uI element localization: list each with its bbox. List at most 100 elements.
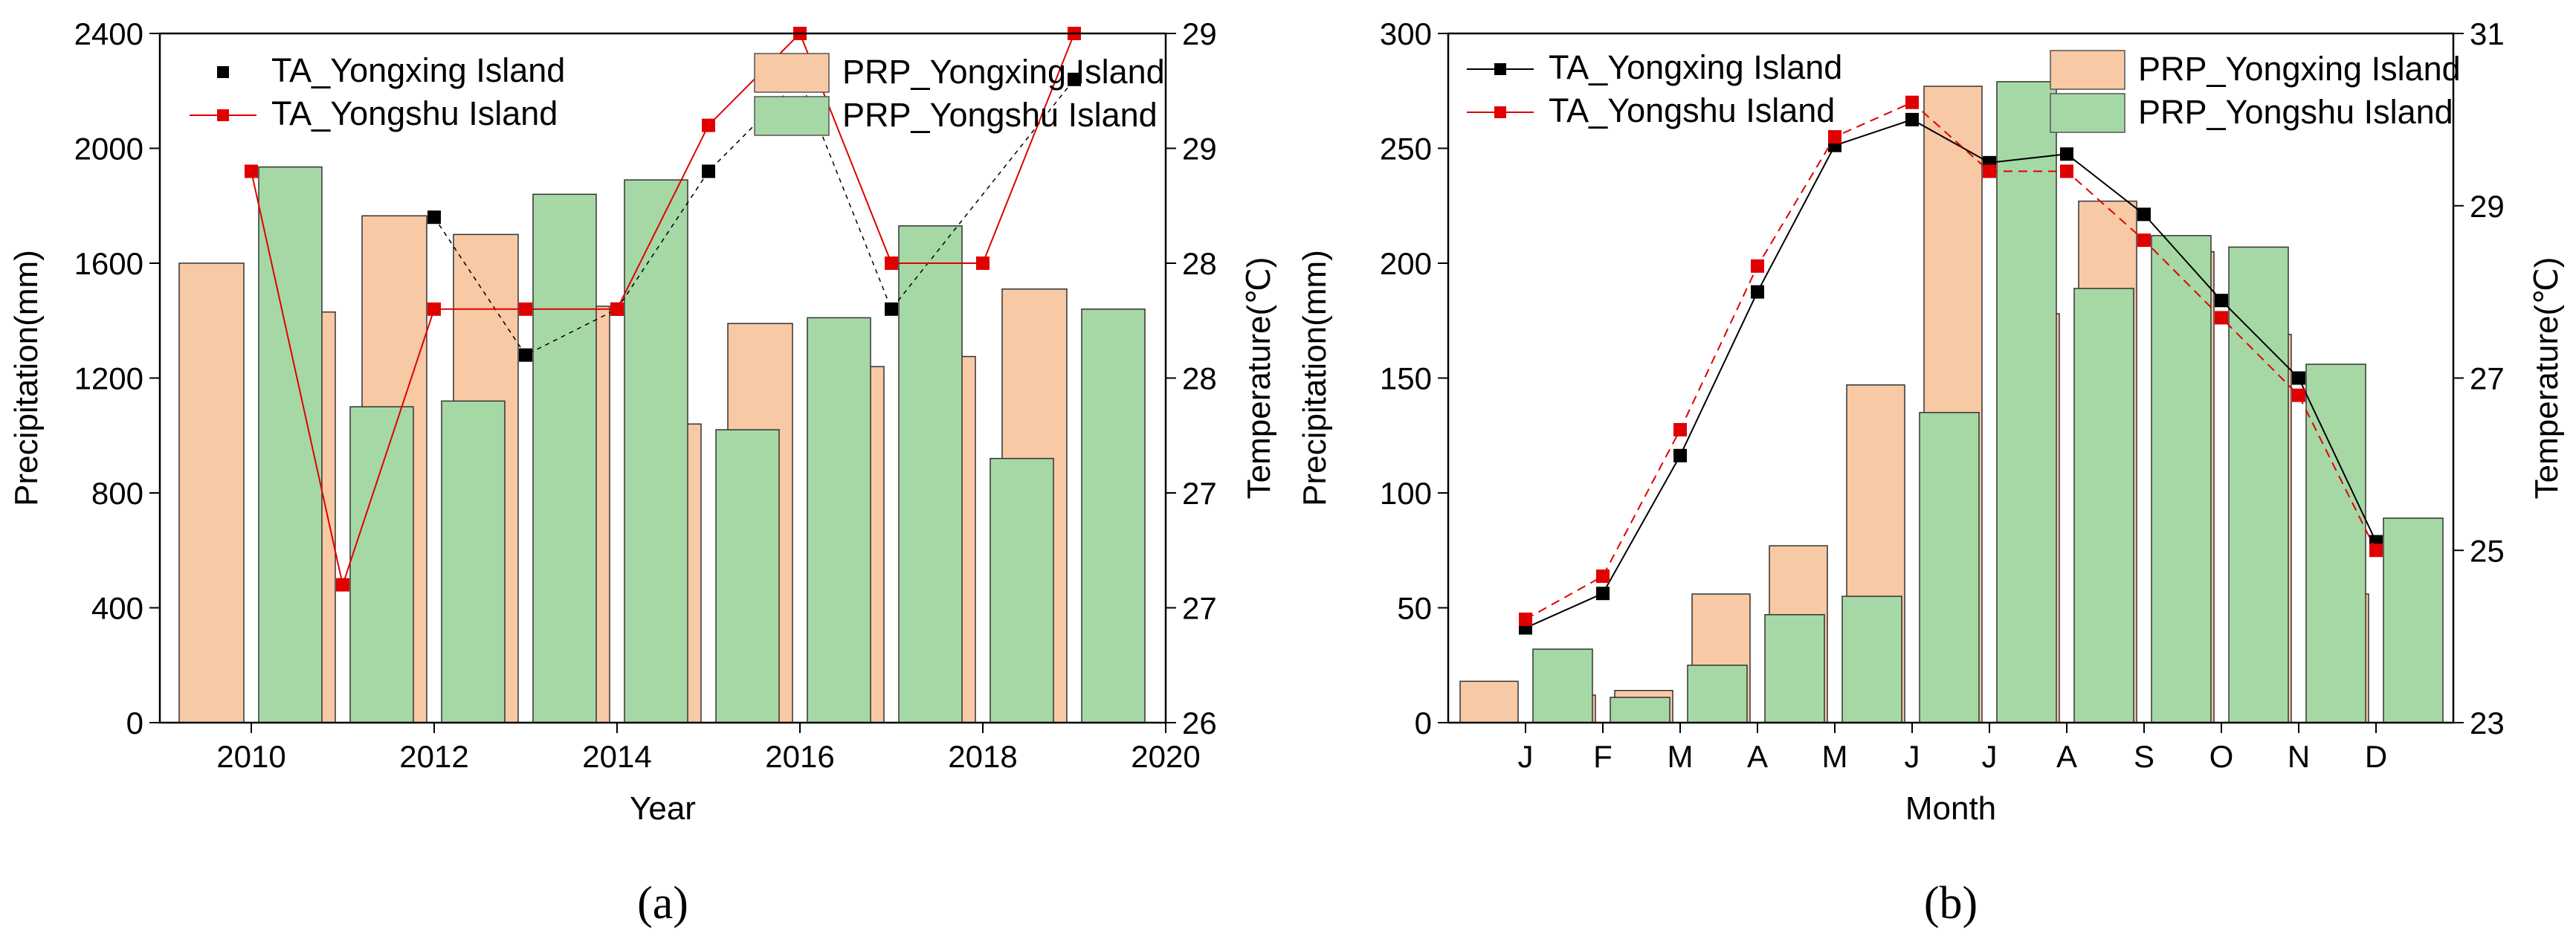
x-tick-label: D <box>2365 739 2387 774</box>
legend-marker <box>1494 106 1506 118</box>
x-tick-label: 2018 <box>948 739 1017 774</box>
bar <box>1459 680 1519 723</box>
bar <box>715 429 780 723</box>
y2-tick-label: 27 <box>1182 476 1217 511</box>
x-tick-label: M <box>1822 739 1848 774</box>
x-tick-label: A <box>1747 739 1768 774</box>
x-tick-label: 2012 <box>399 739 468 774</box>
point <box>2137 207 2151 222</box>
point <box>519 302 532 316</box>
bar <box>2228 246 2289 723</box>
bar <box>1532 648 1593 723</box>
y-tick-label: 0 <box>1415 706 1432 740</box>
bar <box>807 317 871 723</box>
x-tick-label: S <box>2134 739 2154 774</box>
x-tick-label: 2010 <box>216 739 285 774</box>
x-tick-label: N <box>2288 739 2310 774</box>
legend-label: TA_Yongshu Island <box>1549 91 1835 129</box>
legend-marker <box>1494 63 1506 75</box>
bar <box>2073 288 2134 723</box>
x-tick-label: A <box>2056 739 2077 774</box>
point <box>2292 371 2305 385</box>
point <box>1828 130 1841 144</box>
legend-label: PRP_Yongshu Island <box>842 96 1158 134</box>
y2-axis-title: Temperature(℃) <box>2528 257 2565 500</box>
y-tick-label: 100 <box>1380 476 1432 511</box>
bar <box>1081 309 1146 723</box>
bar <box>2151 235 2212 723</box>
point <box>1751 259 1764 273</box>
x-tick-label: F <box>1593 739 1613 774</box>
y2-tick-label: 27 <box>1182 591 1217 626</box>
legend-bar-swatch <box>2050 93 2125 133</box>
legend-marker <box>217 66 229 78</box>
x-axis-title: Month <box>1905 790 1996 827</box>
y-tick-label: 150 <box>1380 361 1432 396</box>
point <box>2215 311 2228 325</box>
point <box>1673 423 1687 437</box>
y2-tick-label: 23 <box>2470 706 2505 740</box>
point <box>1673 448 1687 462</box>
bar <box>1764 614 1825 723</box>
x-tick-label: 2014 <box>582 739 651 774</box>
point <box>885 302 898 316</box>
bar <box>1919 412 1980 723</box>
series-line <box>251 32 1075 588</box>
legend-bar-swatch <box>754 53 830 93</box>
y-tick-label: 50 <box>1397 591 1432 626</box>
bar <box>1996 81 2057 723</box>
legend-label: PRP_Yongshu Island <box>2138 93 2453 131</box>
y2-tick-label: 25 <box>2470 533 2505 568</box>
y2-tick-label: 27 <box>2470 361 2505 396</box>
series-line <box>1525 118 2377 629</box>
chart-panel-a: 0 400 800 1200 1600 2000 2400 26 27 27 28 28 29 29 201… <box>8 16 1277 929</box>
point <box>2060 147 2073 161</box>
x-tick-label: 2016 <box>765 739 834 774</box>
bar <box>990 457 1054 723</box>
point <box>245 164 258 178</box>
x-tick-label: 2020 <box>1131 739 1200 774</box>
y2-tick-label: 29 <box>2470 189 2505 224</box>
legend-label: TA_Yongxing Island <box>271 51 565 89</box>
y-axis-title: Precipitation(mm) <box>8 250 45 506</box>
y-tick-label: 1600 <box>74 246 143 281</box>
point <box>2060 164 2073 178</box>
chart-panel-b: 0 50 100 150 200 250 300 23 25 27 29 31 J F M A M J J A S O N D… <box>1297 16 2565 929</box>
y2-tick-label: 28 <box>1182 361 1217 396</box>
bar <box>624 179 688 723</box>
panel-label: (b) <box>1924 878 1978 929</box>
point <box>2215 294 2228 308</box>
point <box>1068 72 1081 86</box>
x-tick-label: O <box>2209 739 2234 774</box>
y2-tick-label: 29 <box>1182 132 1217 167</box>
bar <box>1610 697 1670 723</box>
x-axis-title: Year <box>630 790 696 827</box>
y-tick-label: 2000 <box>74 132 143 167</box>
point <box>976 256 990 270</box>
point <box>427 302 441 316</box>
y-tick-label: 0 <box>126 706 143 740</box>
y2-tick-label: 26 <box>1182 706 1217 740</box>
y-tick-label: 2400 <box>74 16 143 51</box>
panel-label: (a) <box>637 878 688 929</box>
x-tick-label: J <box>1982 739 1998 774</box>
x-tick-label: J <box>1905 739 1920 774</box>
legend-label: PRP_Yongxing Island <box>842 53 1165 91</box>
point <box>2292 388 2305 402</box>
point <box>2137 233 2151 248</box>
y-tick-label: 200 <box>1380 246 1432 281</box>
y2-axis-title: Temperature(℃) <box>1241 257 1277 500</box>
legend-bar-swatch <box>2050 50 2125 90</box>
legend-label: TA_Yongxing Island <box>1549 48 1842 86</box>
y-axis-title: Precipitation(mm) <box>1297 250 1333 506</box>
y2-tick-label: 28 <box>1182 246 1217 281</box>
y-tick-label: 400 <box>91 591 143 626</box>
legend-marker <box>217 109 229 121</box>
legend-label: PRP_Yongxing Island <box>2138 50 2461 88</box>
point <box>519 348 532 362</box>
point <box>427 210 441 225</box>
y-tick-label: 1200 <box>74 361 143 396</box>
bar <box>1687 665 1748 723</box>
point <box>1519 612 1532 626</box>
